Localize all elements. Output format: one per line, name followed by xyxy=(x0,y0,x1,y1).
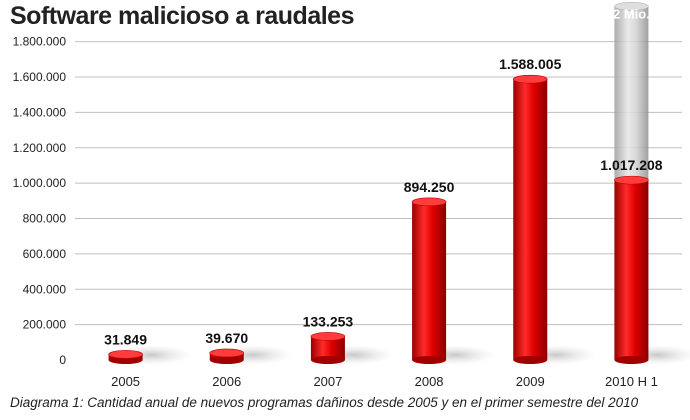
y-tick-label: 600.000 xyxy=(23,247,67,261)
bar-2007 xyxy=(310,336,345,360)
data-label: 39.670 xyxy=(205,330,248,346)
bar-cap xyxy=(310,332,346,341)
labels-layer: 31.849 39.670 133.253 894.250 1.588.005 2 Mio… xyxy=(104,6,663,347)
y-tick-label: 800.000 xyxy=(23,212,67,226)
y-tick-label: 0 xyxy=(59,353,66,367)
bar-base xyxy=(513,356,548,364)
bar-base xyxy=(614,356,649,364)
data-label: 31.849 xyxy=(104,331,147,347)
y-tick-label: 1.800.000 xyxy=(13,35,67,49)
bar-cap xyxy=(411,197,447,207)
y-tick-label: 200.000 xyxy=(23,318,67,332)
chart-title: Software malicioso a raudales xyxy=(10,2,354,30)
projection-label: 2 Mio. xyxy=(613,6,650,21)
y-tick-label: 1.400.000 xyxy=(13,105,67,119)
bar-cap xyxy=(614,175,649,185)
bar-base xyxy=(310,356,345,364)
bar-cap xyxy=(209,348,245,358)
bar-2010-h-1 xyxy=(614,180,649,360)
y-tick-label: 1.000.000 xyxy=(13,176,67,190)
data-label: 1.588.005 xyxy=(499,56,561,72)
bar-cap xyxy=(512,74,548,84)
x-tick-label: 2005 xyxy=(111,374,140,389)
projection-bar-cap xyxy=(614,2,649,11)
x-tick-label: 2009 xyxy=(516,374,545,389)
bar-cap xyxy=(108,350,143,359)
x-tick-label: 2008 xyxy=(415,374,444,389)
data-label: 133.253 xyxy=(303,313,354,329)
x-tick-label: 2010 H 1 xyxy=(605,374,658,389)
y-tick-label: 400.000 xyxy=(23,282,67,296)
x-axis-ticks: 2005 2006 2007 2008 2009 2010 H 1 xyxy=(111,374,658,389)
data-label: 1.017.208 xyxy=(600,157,662,173)
bar-2009 xyxy=(513,79,548,360)
bar-base xyxy=(412,356,447,364)
bar-2008 xyxy=(412,201,447,360)
bars-layer xyxy=(108,2,690,365)
data-label: 894.250 xyxy=(404,179,455,195)
x-tick-label: 2007 xyxy=(313,374,342,389)
chart-caption: Diagrama 1: Cantidad anual de nuevos pro… xyxy=(10,395,639,410)
y-axis-ticks: 0 200.000 400.000 600.000 800.000 1.000.000 1.… xyxy=(13,35,67,367)
bar-base xyxy=(209,356,244,364)
grid-layer xyxy=(75,41,682,326)
y-tick-label: 1.600.000 xyxy=(13,70,67,84)
x-tick-label: 2006 xyxy=(212,374,241,389)
projection-bar xyxy=(614,6,649,181)
y-tick-label: 1.200.000 xyxy=(13,141,67,155)
